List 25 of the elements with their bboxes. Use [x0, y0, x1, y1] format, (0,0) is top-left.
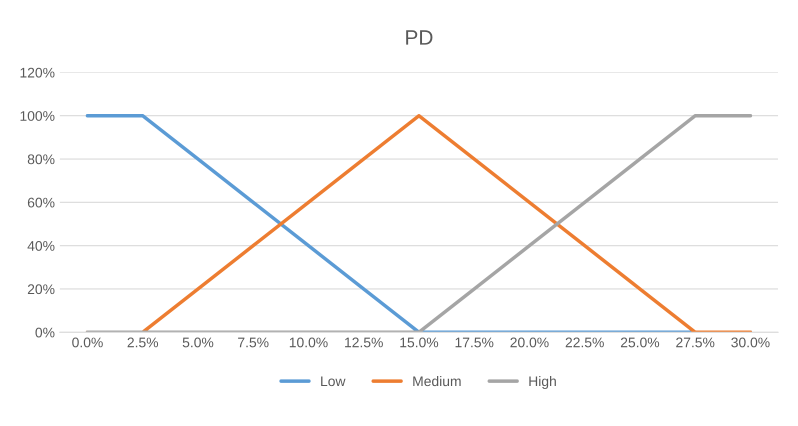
- y-tick-label: 60%: [28, 198, 54, 208]
- x-tick-label: 30.0%: [731, 338, 770, 348]
- y-tick-label: 0%: [35, 328, 54, 338]
- y-tick-label: 100%: [20, 111, 54, 121]
- legend-label: Low: [321, 376, 346, 386]
- x-tick-label: 27.5%: [676, 338, 714, 348]
- x-tick-label: 15.0%: [400, 338, 438, 348]
- y-tick-label: 120%: [20, 68, 54, 78]
- x-tick-label: 12.5%: [345, 338, 383, 348]
- x-tick-label: 17.5%: [456, 338, 494, 348]
- y-tick-label: 20%: [28, 284, 54, 294]
- x-tick-label: 25.0%: [620, 338, 660, 348]
- x-tick-label: 20.0%: [510, 338, 549, 348]
- legend-label: High: [529, 376, 556, 389]
- x-tick-label: 2.5%: [128, 338, 158, 348]
- x-tick-label: 10.0%: [290, 338, 328, 348]
- y-tick-label: 80%: [28, 154, 54, 164]
- x-tick-label: 22.5%: [566, 338, 604, 348]
- x-tick-label: 0.0%: [72, 338, 103, 348]
- x-tick-label: 5.0%: [182, 338, 214, 348]
- legend-label: Medium: [413, 376, 461, 386]
- line-series: [86, 114, 752, 332]
- chart-title: PD: [406, 30, 432, 45]
- x-tick-label: 7.5%: [238, 338, 269, 348]
- y-tick-label: 40%: [28, 240, 54, 251]
